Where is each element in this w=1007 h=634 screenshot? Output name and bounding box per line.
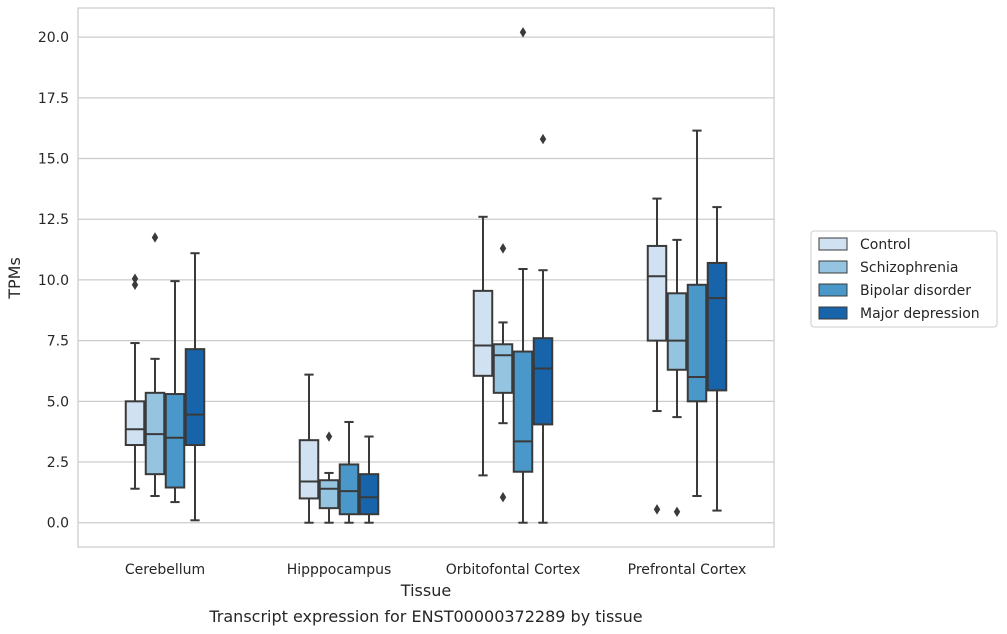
legend-frame <box>810 230 998 328</box>
x-tick-labels: Cerebellum Hipppocampus Orbitofontal Corte… <box>125 562 746 578</box>
box-iqr <box>532 337 554 426</box>
legend-swatch <box>818 260 848 274</box>
outlier-point <box>673 506 681 517</box>
legend-swatch <box>818 306 848 320</box>
legend-label: Control <box>860 237 911 253</box>
box-iqr <box>666 292 688 371</box>
legend-swatch <box>818 283 848 297</box>
box-3-0 <box>184 252 206 522</box>
legend-label: Bipolar disorder <box>860 283 971 299</box>
x-tick-label: Prefrontal Cortex <box>628 562 747 578</box>
y-axis-label: TPMs <box>5 257 24 300</box>
y-tick-label: 0.0 <box>47 516 69 532</box>
box-0-1 <box>298 373 320 524</box>
outlier-point <box>539 133 547 145</box>
legend-swatch <box>818 237 848 251</box>
outlier-point <box>325 431 333 442</box>
box-iqr <box>298 439 320 500</box>
y-tick-label: 20.0 <box>38 30 69 46</box>
x-tick-label: Cerebellum <box>125 562 205 578</box>
box-3-3 <box>706 206 728 512</box>
box-0-0 <box>124 273 146 490</box>
outlier-point <box>151 232 159 243</box>
box-2-1 <box>338 420 360 524</box>
outlier-point <box>519 27 527 38</box>
y-tick-labels: 0.0 2.5 5.0 7.5 10.0 12.5 15.0 17.5 20.0 <box>38 30 69 532</box>
plot-frame <box>77 7 775 548</box>
box-iqr <box>184 348 206 447</box>
legend: Control Schizophrenia Bipolar disorder Majo… <box>810 230 998 328</box>
box-iqr <box>164 393 186 489</box>
box-0-3 <box>646 197 668 515</box>
box-iqr <box>124 400 146 447</box>
box-iqr <box>706 261 728 392</box>
y-tick-label: 17.5 <box>38 91 69 107</box>
box-0-2 <box>472 215 494 477</box>
outlier-point <box>499 243 507 254</box>
box-plots <box>124 27 728 524</box>
x-axis-label: Tissue <box>400 581 451 600</box>
outlier-point <box>499 492 507 503</box>
box-2-3 <box>686 129 708 498</box>
box-iqr <box>512 350 534 473</box>
box-iqr <box>318 479 340 510</box>
x-tick-label: Hipppocampus <box>287 562 392 578</box>
legend-label: Schizophrenia <box>860 260 958 276</box>
y-tick-label: 12.5 <box>38 212 69 228</box>
box-iqr <box>492 343 514 394</box>
y-tick-label: 10.0 <box>38 273 69 289</box>
x-tick-label: Orbitofontal Cortex <box>446 562 581 578</box>
box-2-0 <box>164 280 186 504</box>
box-1-1 <box>318 431 340 524</box>
box-1-2 <box>492 243 514 503</box>
box-iqr <box>358 473 380 516</box>
box-iqr <box>646 244 668 342</box>
box-iqr <box>338 463 360 516</box>
outlier-point <box>131 279 139 290</box>
y-tick-label: 5.0 <box>47 394 69 410</box>
box-iqr <box>686 283 708 403</box>
chart-caption: Transcript expression for ENST0000037228… <box>208 607 642 626</box>
box-2-2 <box>512 27 534 524</box>
outlier-point <box>653 504 661 515</box>
box-1-0 <box>144 232 166 498</box>
y-tick-label: 15.0 <box>38 152 69 168</box>
outlier-point <box>131 273 139 284</box>
box-1-3 <box>666 238 688 517</box>
y-tick-label: 7.5 <box>47 334 69 350</box>
legend-label: Major depression <box>860 306 980 322</box>
box-3-1 <box>358 435 380 524</box>
box-iqr <box>472 289 494 377</box>
y-tick-label: 2.5 <box>47 455 69 471</box>
box-3-2 <box>532 133 554 524</box>
